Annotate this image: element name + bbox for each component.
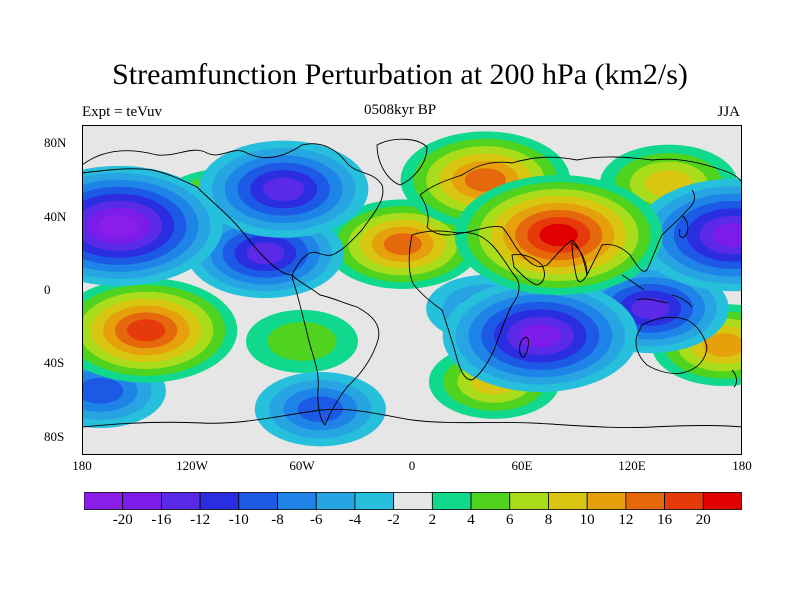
- colorbar-swatch: [393, 492, 433, 510]
- lat-tick-label: 80S: [44, 428, 65, 444]
- contour-region: [246, 242, 285, 265]
- lat-tick-label: 80N: [44, 135, 67, 151]
- colorbar-tick-label: -10: [228, 512, 249, 528]
- colorbar-swatch: [122, 492, 162, 510]
- colorbar-swatch: [664, 492, 704, 510]
- contour-region: [631, 297, 670, 320]
- colorbar-swatch: [277, 492, 317, 510]
- contour-region: [519, 324, 561, 348]
- contour-region: [464, 168, 506, 192]
- lon-tick-label: 180: [72, 458, 92, 473]
- colorbar-swatch: [470, 492, 511, 510]
- lon-tick-label: 180: [732, 458, 752, 473]
- lon-tick-label: 60E: [511, 458, 533, 473]
- colorbar-swatch: [238, 492, 278, 510]
- contour-region: [126, 319, 166, 342]
- colorbar-tick-label: 16: [657, 512, 673, 528]
- colorbar-swatch: [586, 492, 627, 510]
- colorbar-swatch: [315, 492, 356, 510]
- colorbar-tick-label: 12: [618, 512, 634, 528]
- colorbar-tick-label: -20: [112, 512, 133, 528]
- colorbar-tick-label: -2: [387, 512, 400, 528]
- colorbar-swatch: [702, 492, 742, 510]
- colorbar-swatch: [509, 492, 549, 510]
- lon-tick-label: 120E: [618, 458, 646, 473]
- lon-tick-label: 60W: [289, 458, 315, 473]
- contour-region: [383, 233, 422, 256]
- contour-region: [99, 214, 139, 237]
- contour-field: [82, 131, 742, 447]
- contour-region: [82, 377, 124, 404]
- lat-tick-label: 40S: [44, 355, 65, 371]
- contour-region: [263, 177, 305, 201]
- chart-title: Streamfunction Perturbation at 200 hPa (…: [112, 58, 688, 91]
- contour-region: [267, 321, 337, 361]
- contour-region: [539, 223, 579, 247]
- streamfunction-map: [82, 125, 742, 455]
- colorbar-swatch: [199, 492, 240, 510]
- colorbar-tick-label: 2: [428, 512, 437, 528]
- colorbar-tick-label: -6: [309, 512, 323, 528]
- colorbar: [84, 492, 742, 510]
- colorbar-tick-label: 20: [695, 512, 711, 528]
- colorbar-tick-label: -12: [190, 512, 211, 528]
- lon-tick-label: 120W: [176, 458, 208, 473]
- colorbar-swatch: [548, 492, 588, 510]
- colorbar-tick-label: 8: [544, 512, 553, 528]
- colorbar-swatch: [431, 492, 472, 510]
- colorbar-swatch: [354, 492, 395, 510]
- lat-tick-label: 40N: [44, 208, 67, 224]
- colorbar-tick-label: -16: [151, 512, 172, 528]
- season-label: JJA: [717, 104, 740, 120]
- lon-tick-label: 0: [408, 458, 416, 473]
- colorbar-tick-label: -8: [271, 512, 284, 528]
- colorbar-tick-label: 10: [579, 512, 595, 528]
- colorbar-swatch: [84, 492, 124, 510]
- experiment-label: Expt = teVuv: [82, 104, 163, 120]
- colorbar-tick-label: 4: [467, 512, 475, 528]
- colorbar-tick-label: 6: [506, 512, 514, 528]
- period-label: 0508kyr BP: [363, 102, 437, 118]
- lat-tick-label: 0: [44, 282, 51, 297]
- map-frame: [82, 125, 742, 455]
- contour-region: [703, 333, 742, 357]
- colorbar-swatch: [161, 492, 201, 510]
- contour-region: [712, 223, 742, 247]
- contour-region: [297, 396, 344, 423]
- coastlines: [82, 138, 742, 428]
- colorbar-swatch: [625, 492, 665, 510]
- colorbar-tick-label: -4: [348, 512, 362, 528]
